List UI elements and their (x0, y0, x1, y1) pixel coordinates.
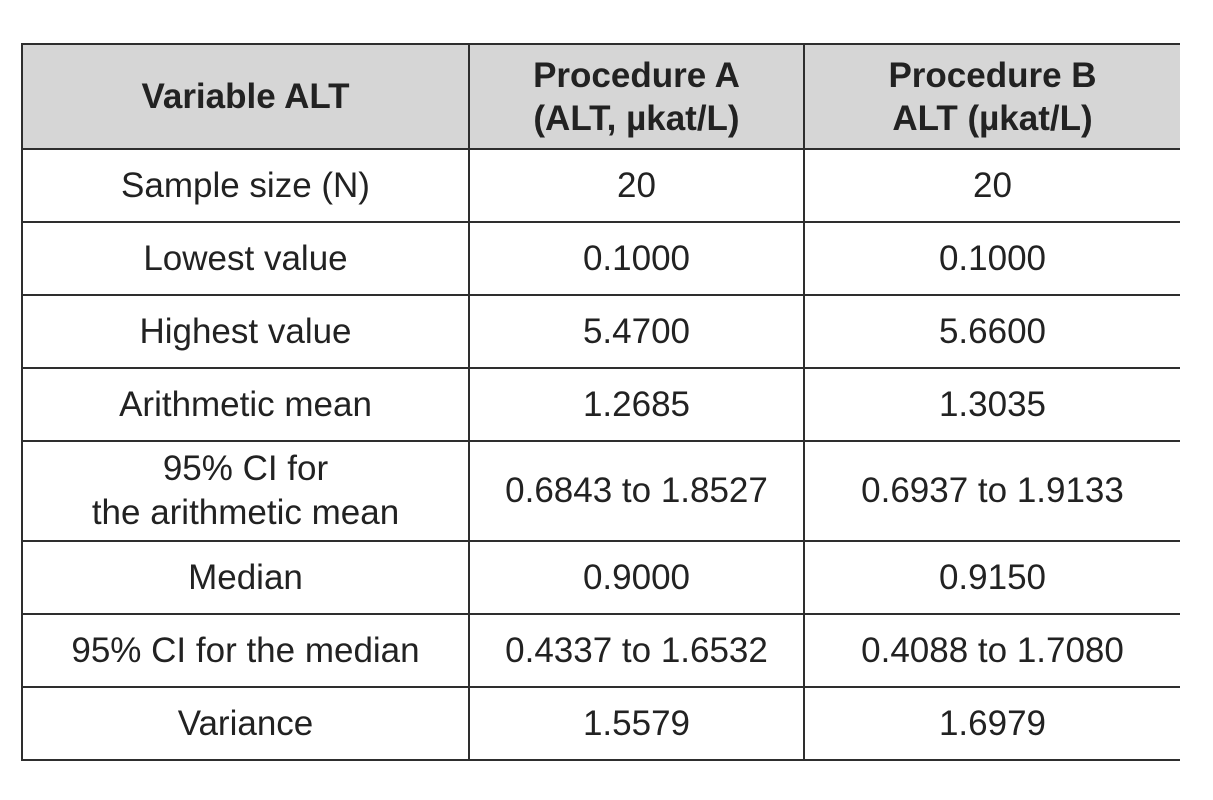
table-row: Median 0.9000 0.9150 (21, 540, 1180, 615)
table-row: Arithmetic mean 1.2685 1.3035 (21, 367, 1180, 442)
procedure-a-value: 0.4337 to 1.6532 (468, 613, 805, 688)
row-label: Lowest value (21, 221, 470, 296)
procedure-a-value: 0.6843 to 1.8527 (468, 440, 805, 542)
procedure-a-value: 1.5579 (468, 686, 805, 761)
row-label-line: Median (188, 557, 303, 597)
header-variable-line: Variable ALT (141, 77, 350, 116)
procedure-b-value: 1.3035 (803, 367, 1180, 442)
row-label: Arithmetic mean (21, 367, 470, 442)
procedure-a-value: 1.2685 (468, 367, 805, 442)
row-label: Median (21, 540, 470, 615)
header-procedure-a: Procedure A (ALT, µkat/L) (468, 43, 805, 150)
procedure-a-value: 20 (468, 148, 805, 223)
procedure-b-value: 0.1000 (803, 221, 1180, 296)
alt-statistics-table: Variable ALT Procedure A (ALT, µkat/L) P… (21, 43, 1180, 761)
procedure-b-value: 5.6600 (803, 294, 1180, 369)
procedure-b-value: 0.6937 to 1.9133 (803, 440, 1180, 542)
row-label: Variance (21, 686, 470, 761)
row-label-line: the arithmetic mean (91, 493, 400, 532)
header-procedure-a-line1: Procedure A (533, 55, 740, 95)
row-label-line: Arithmetic mean (119, 384, 372, 424)
header-variable: Variable ALT (21, 43, 470, 150)
table-row: Highest value 5.4700 5.6600 (21, 294, 1180, 369)
table-row: Variance 1.5579 1.6979 (21, 686, 1180, 761)
procedure-a-value: 5.4700 (468, 294, 805, 369)
header-procedure-b-line2: ALT (µkat/L) (892, 98, 1093, 138)
row-label: 95% CI for the arithmetic mean (21, 440, 470, 542)
table-row: 95% CI for the median 0.4337 to 1.6532 0… (21, 613, 1180, 688)
header-procedure-a-line2: (ALT, µkat/L) (533, 98, 740, 138)
header-row: Variable ALT Procedure A (ALT, µkat/L) P… (21, 43, 1180, 150)
procedure-b-value: 0.9150 (803, 540, 1180, 615)
procedure-b-value: 0.4088 to 1.7080 (803, 613, 1180, 688)
row-label: Highest value (21, 294, 470, 369)
procedure-a-value: 0.1000 (468, 221, 805, 296)
row-label: Sample size (N) (21, 148, 470, 223)
row-label-line: 95% CI for the median (71, 630, 420, 670)
row-label-line: Lowest value (143, 238, 348, 278)
table-row: 95% CI for the arithmetic mean 0.6843 to… (21, 440, 1180, 542)
row-label-line: 95% CI for (162, 449, 329, 488)
procedure-b-value: 1.6979 (803, 686, 1180, 761)
table-row: Sample size (N) 20 20 (21, 148, 1180, 223)
row-label-line: Highest value (139, 311, 352, 351)
row-label: 95% CI for the median (21, 613, 470, 688)
procedure-a-value: 0.9000 (468, 540, 805, 615)
row-label-line: Variance (177, 703, 314, 743)
row-label-line: Sample size (N) (121, 165, 370, 205)
table-row: Lowest value 0.1000 0.1000 (21, 221, 1180, 296)
procedure-b-value: 20 (803, 148, 1180, 223)
header-procedure-b-line1: Procedure B (888, 55, 1097, 95)
header-procedure-b: Procedure B ALT (µkat/L) (803, 43, 1180, 150)
